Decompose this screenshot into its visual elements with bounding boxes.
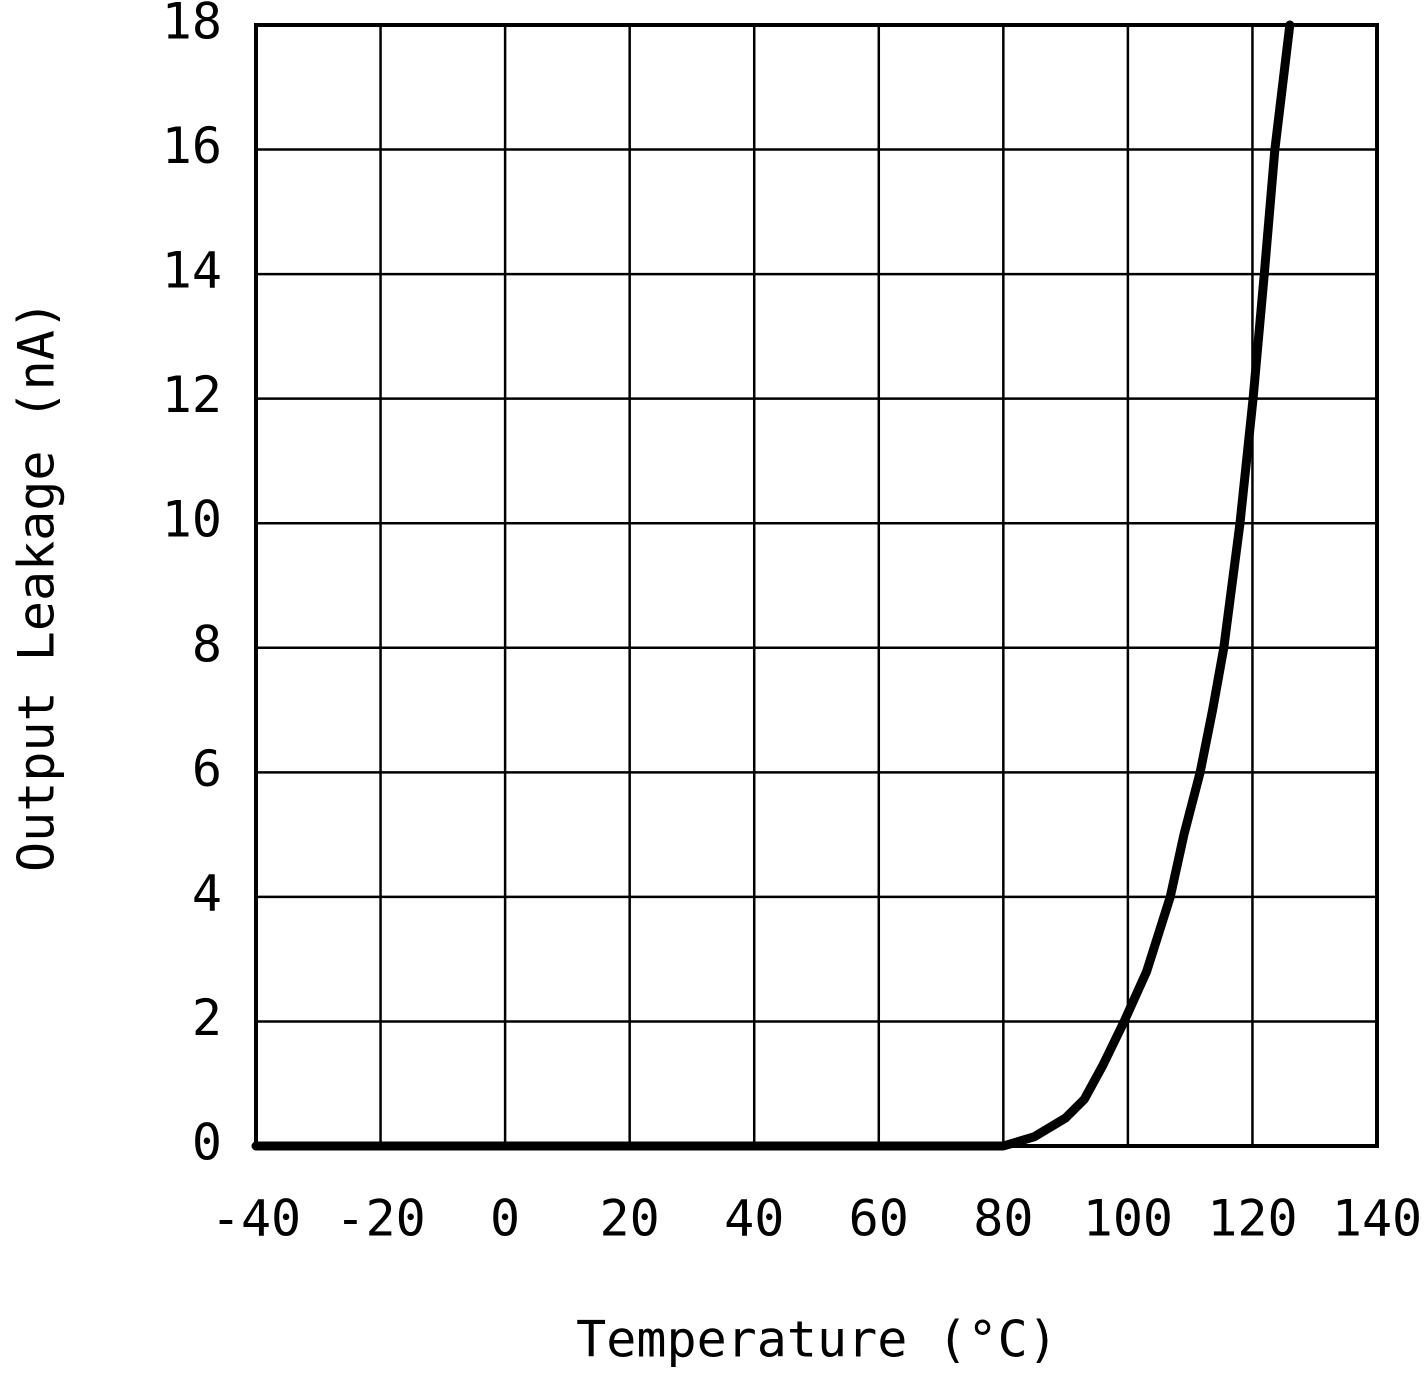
x-axis-title: Temperature (°C) <box>576 1311 1058 1369</box>
y-tick-label: 4 <box>192 864 222 922</box>
x-tick-label: 120 <box>1207 1190 1297 1248</box>
y-tick-label: 14 <box>162 242 222 300</box>
x-tick-label: -20 <box>335 1190 425 1248</box>
y-tick-label: 8 <box>192 615 222 673</box>
y-tick-label: 12 <box>162 366 222 424</box>
x-tick-label: 40 <box>724 1190 784 1248</box>
x-tick-label: 20 <box>600 1190 660 1248</box>
y-tick-label: 2 <box>192 989 222 1047</box>
y-tick-label: 6 <box>192 740 222 798</box>
y-tick-label: 18 <box>162 0 222 51</box>
y-tick-label: 16 <box>162 117 222 175</box>
x-tick-label: 0 <box>490 1190 520 1248</box>
data-line <box>251 20 1295 1151</box>
y-tick-label: 10 <box>162 491 222 549</box>
x-tick-label: 100 <box>1083 1190 1173 1248</box>
plot-frame <box>254 23 1379 1148</box>
x-tick-label: 140 <box>1332 1190 1422 1248</box>
x-tick-label: 60 <box>849 1190 909 1248</box>
x-tick-label: 80 <box>973 1190 1033 1248</box>
y-axis-title: Output Leakage (nA) <box>8 300 66 872</box>
x-tick-label: -40 <box>211 1190 301 1248</box>
y-tick-label: 0 <box>192 1114 222 1172</box>
